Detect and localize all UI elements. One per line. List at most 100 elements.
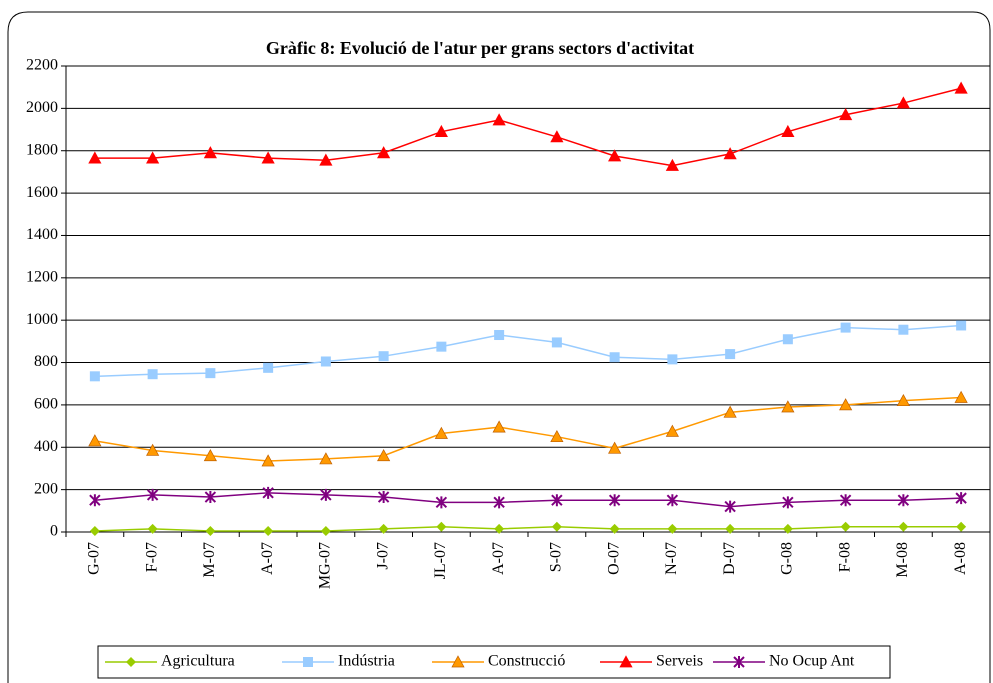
x-tick-label: G-07 [86, 542, 103, 575]
marker [897, 494, 910, 507]
legend-label: Indústria [338, 653, 395, 670]
marker [608, 441, 622, 454]
marker [205, 368, 216, 379]
marker [666, 494, 679, 507]
marker [262, 486, 274, 499]
marker [377, 491, 390, 504]
x-tick-label: A-07 [259, 542, 276, 575]
marker [551, 337, 562, 348]
y-tick-label: 2000 [26, 99, 58, 116]
marker [723, 405, 737, 418]
marker [378, 351, 389, 362]
marker [205, 525, 216, 536]
marker [782, 334, 793, 345]
x-tick-label: JL-07 [432, 542, 449, 579]
x-tick-label: S-07 [548, 542, 565, 572]
y-tick-label: 600 [34, 396, 58, 413]
marker [725, 523, 736, 534]
x-tick-label: MG-07 [317, 542, 334, 589]
marker [147, 523, 158, 534]
marker [550, 429, 564, 443]
chart-title: Gràfic 8: Evolució de l'atur per grans s… [266, 38, 694, 58]
marker [320, 356, 331, 367]
x-tick-label: J-07 [374, 542, 391, 570]
marker [898, 521, 909, 532]
series-line [94, 525, 962, 532]
marker [608, 149, 622, 162]
x-tick-label: F-08 [836, 542, 853, 572]
marker [494, 523, 505, 534]
marker [954, 81, 968, 94]
marker [434, 426, 448, 439]
marker [896, 393, 910, 407]
marker [724, 500, 736, 513]
y-tick-label: 800 [34, 353, 58, 370]
series-line [94, 324, 962, 378]
legend-label: No Ocup Ant [769, 653, 855, 670]
y-tick-label: 200 [34, 480, 58, 497]
marker [146, 151, 160, 164]
marker [89, 525, 100, 536]
marker [609, 523, 620, 534]
marker [319, 153, 333, 166]
legend-label: Agricultura [161, 653, 235, 670]
marker [436, 341, 447, 352]
x-tick-label: N-07 [663, 542, 680, 575]
x-tick-label: A-07 [490, 542, 507, 575]
marker [261, 151, 275, 164]
marker [782, 496, 794, 509]
marker [896, 96, 910, 109]
marker [956, 521, 967, 532]
marker [781, 124, 795, 138]
series-line [94, 492, 962, 508]
marker [733, 656, 745, 668]
marker [378, 523, 389, 534]
marker [956, 320, 967, 331]
marker [667, 354, 678, 365]
marker [782, 523, 793, 534]
marker [89, 371, 100, 382]
marker [954, 390, 968, 403]
marker [203, 449, 217, 462]
marker [319, 452, 333, 465]
marker [665, 424, 679, 437]
x-tick-label: A-08 [952, 542, 969, 575]
marker [377, 449, 391, 462]
marker [494, 330, 505, 341]
marker [955, 492, 967, 505]
marker [303, 657, 313, 667]
marker [840, 521, 851, 532]
marker [839, 494, 852, 507]
legend-label: Serveis [656, 653, 703, 670]
marker [451, 655, 465, 668]
marker [840, 322, 851, 333]
marker [723, 147, 737, 160]
marker [436, 521, 447, 532]
x-tick-label: M-08 [894, 542, 911, 578]
marker [608, 494, 621, 507]
marker [898, 324, 909, 335]
marker [261, 454, 275, 467]
marker [435, 496, 448, 509]
x-tick-label: G-08 [779, 542, 796, 575]
marker [839, 107, 853, 121]
marker [609, 352, 620, 363]
x-tick-label: O-07 [605, 542, 622, 575]
y-tick-label: 0 [50, 523, 58, 540]
marker [839, 398, 853, 411]
y-tick-label: 1000 [26, 311, 58, 328]
series-line [94, 87, 962, 167]
marker [377, 146, 391, 159]
y-tick-label: 1400 [26, 226, 58, 243]
marker [146, 488, 159, 501]
marker [551, 494, 563, 507]
y-tick-label: 1600 [26, 184, 58, 201]
marker [619, 655, 633, 668]
y-tick-label: 2200 [26, 57, 58, 74]
marker [88, 434, 102, 447]
marker [146, 443, 160, 456]
marker [204, 491, 217, 504]
chart-border [7, 11, 991, 683]
x-tick-label: F-07 [143, 542, 160, 572]
